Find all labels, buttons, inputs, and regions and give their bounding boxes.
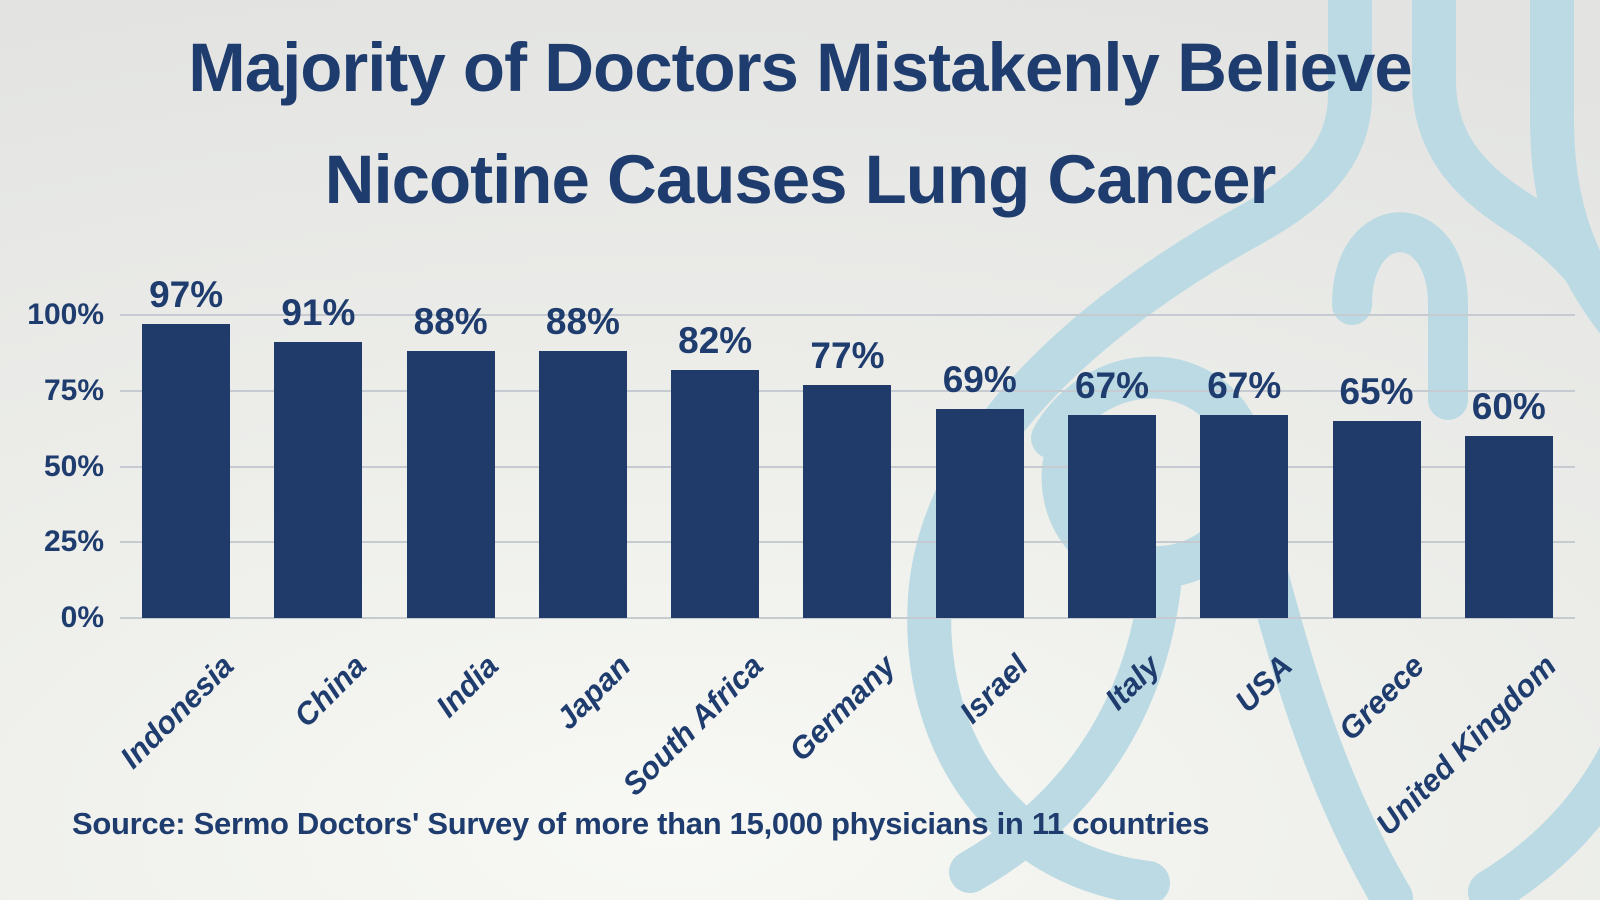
bar-category-label: South Africa: [615, 648, 770, 803]
bar-value-label: 91%: [281, 292, 356, 334]
bar-slot: 60% United Kingdom: [1370, 315, 1575, 842]
y-axis-tick-label: 25%: [43, 525, 104, 559]
bar-value-label: 60%: [1471, 386, 1546, 428]
y-axis-tick-label: 50%: [43, 449, 104, 483]
y-axis-tick-label: 0%: [60, 601, 104, 634]
bar-value-label: 97%: [149, 274, 224, 316]
bar: [406, 351, 495, 618]
watermark-right-lung-bottom: [1468, 746, 1600, 900]
bar-slot: 67% USA: [1178, 315, 1310, 719]
y-axis-tick-label: 100%: [27, 298, 104, 331]
bar-slot: 91% China: [252, 292, 384, 734]
bar-value-label: 67%: [1207, 365, 1282, 406]
bar-category-label: India: [429, 648, 506, 724]
bar: [935, 408, 1024, 618]
bar: [142, 324, 231, 618]
bars-row: 97% Indonesia 91% China 88% India 88% Japan 82% S…: [114, 274, 1575, 842]
bar: [1200, 415, 1289, 618]
bar-slot: 69% Israel: [914, 315, 1046, 730]
chart-title-line1: Majority of Doctors Mistakenly Believe: [188, 29, 1413, 106]
bar-category-label: Japan: [549, 648, 638, 737]
watermark-bronchial-arch: [1332, 212, 1468, 420]
bar-slot: 88% Japan: [517, 301, 649, 736]
bar: [274, 342, 363, 618]
bar-value-label: 69%: [942, 358, 1017, 400]
bar-value-label: 82%: [678, 319, 753, 361]
bar-slot: 88% India: [385, 301, 517, 724]
chart-title: Majority of Doctors Mistakenly Believe N…: [0, 12, 1600, 236]
bar-category-label: Indonesia: [113, 648, 241, 776]
chart-title-line2: Nicotine Causes Lung Cancer: [324, 141, 1277, 218]
bar-slot: 97% Indonesia: [114, 274, 252, 775]
gridline: [120, 314, 1575, 316]
bar: [803, 384, 892, 618]
bar: [538, 351, 627, 618]
bar-value-label: 77%: [810, 334, 885, 376]
y-axis-tick-label: 75%: [43, 373, 104, 407]
watermark-trachea-right-and-right-bronchus: [1412, 0, 1600, 331]
gridline: [120, 617, 1575, 619]
bar-slot: 65% Greece: [1310, 315, 1442, 747]
bar-value-label: 65%: [1339, 371, 1414, 413]
watermark-right-lung-edge: [1530, 0, 1600, 334]
bar-slot: 77% Germany: [781, 315, 913, 768]
bar: [1464, 436, 1553, 618]
bar-slot: 67% Italy: [1046, 315, 1178, 717]
bar: [1067, 415, 1156, 618]
bar-slot: 82% South Africa: [616, 315, 781, 803]
bar-value-label: 88%: [413, 301, 488, 343]
bar: [1332, 421, 1421, 618]
bar-chart-plot-area: 100% 75% 50% 25% 0% 97% Indonesia 91% China 88% I…: [27, 274, 1575, 842]
bar-category-label: China: [287, 648, 374, 734]
bar-value-label: 67%: [1074, 365, 1150, 406]
bar: [671, 369, 760, 618]
bar-value-label: 88%: [545, 301, 620, 343]
source-note: Source: Sermo Doctors' Survey of more th…: [72, 806, 1210, 841]
